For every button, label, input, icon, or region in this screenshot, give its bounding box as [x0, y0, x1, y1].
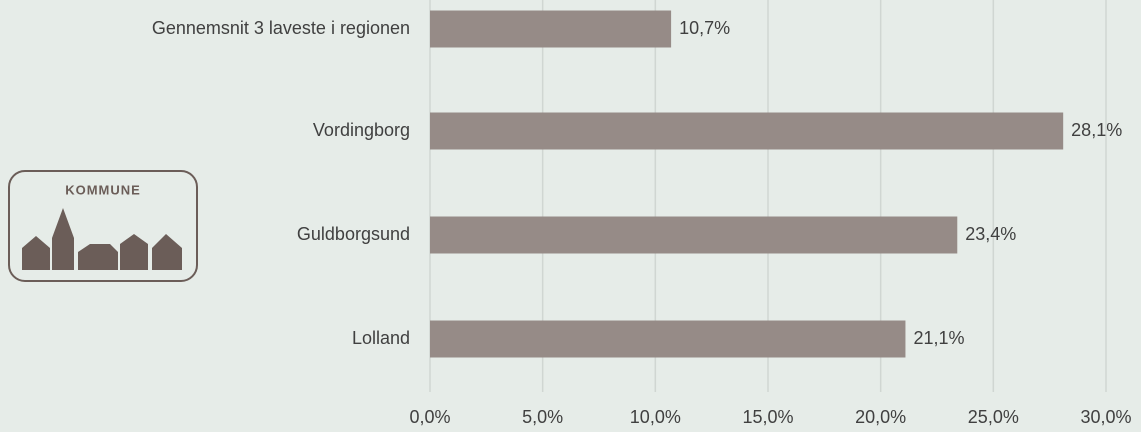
y-tick-label: Gennemsnit 3 laveste i regionen	[152, 18, 410, 38]
x-tick-label: 30,0%	[1080, 407, 1131, 427]
y-tick-label: Vordingborg	[313, 120, 410, 140]
bar	[430, 216, 958, 254]
x-tick-label: 15,0%	[742, 407, 793, 427]
bar	[430, 10, 672, 48]
logo-text: KOMMUNE	[65, 182, 141, 197]
x-tick-label: 25,0%	[968, 407, 1019, 427]
y-tick-label: Lolland	[352, 328, 410, 348]
x-tick-label: 5,0%	[522, 407, 563, 427]
data-label: 28,1%	[1071, 120, 1122, 140]
x-tick-label: 20,0%	[855, 407, 906, 427]
bar	[430, 320, 906, 358]
logo-frame	[8, 170, 198, 282]
logo-houses	[22, 208, 182, 270]
data-label: 10,7%	[679, 18, 730, 38]
x-tick-label: 10,0%	[630, 407, 681, 427]
logo: KOMMUNE	[8, 170, 198, 282]
x-tick-label: 0,0%	[409, 407, 450, 427]
data-label: 21,1%	[913, 328, 964, 348]
y-tick-label: Guldborgsund	[297, 224, 410, 244]
bar	[430, 112, 1064, 150]
data-label: 23,4%	[965, 224, 1016, 244]
